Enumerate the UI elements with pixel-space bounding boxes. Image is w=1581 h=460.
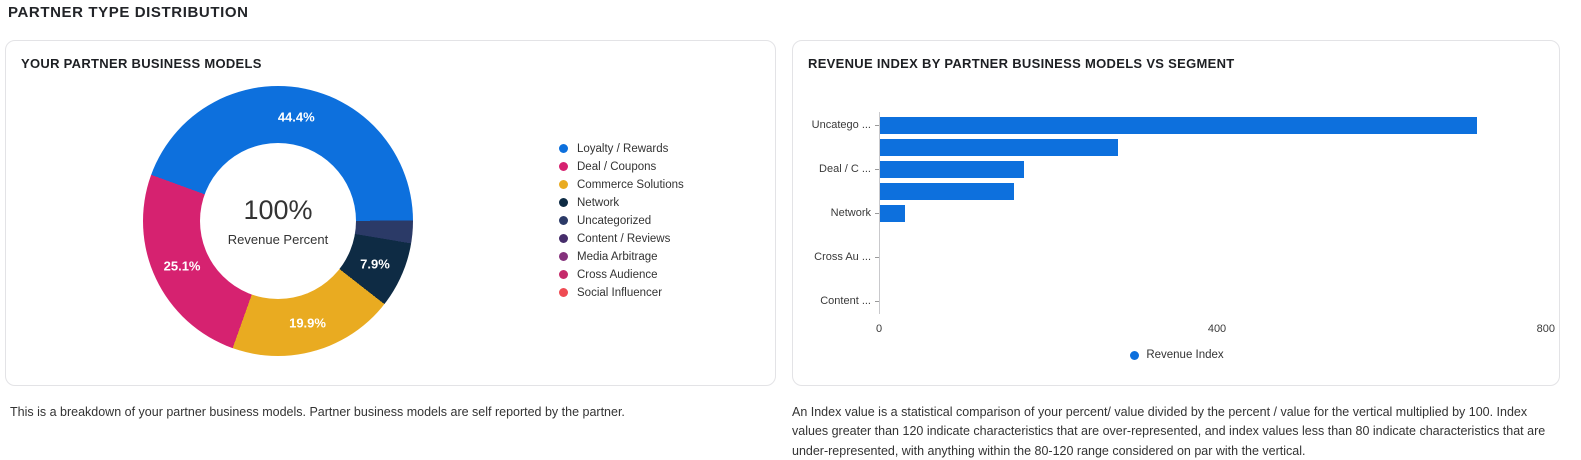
pie-slice-label: 25.1% [163,258,201,274]
legend-dot [559,270,568,279]
legend-dot [559,216,568,225]
bar[interactable] [880,116,1478,134]
donut-chart: 100% Revenue Percent 44.4% 7.9% 19.9% 25.1% [143,86,413,356]
pie-legend-item[interactable]: Cross Audience [559,268,684,281]
bar[interactable] [880,182,1014,200]
y-axis-category-label: Network [830,207,871,219]
bar-legend[interactable]: Revenue Index [793,349,1561,361]
y-axis-tick [875,213,879,214]
bar-chart: Revenue Index Uncatego ... Deal / C ... Ne… [793,41,1561,387]
pie-legend-label: Content / Reviews [577,232,671,245]
pie-legend-item[interactable]: Loyalty / Rewards [559,142,684,155]
pie-legend-item[interactable]: Social Influencer [559,286,684,299]
pie-legend-label: Uncategorized [577,214,652,227]
legend-dot [559,234,568,243]
y-axis-tick [875,169,879,170]
x-axis-tick-label: 800 [1536,323,1555,335]
x-axis-tick-label: 400 [1207,323,1227,335]
y-axis-tick [875,301,879,302]
y-axis-tick [875,257,879,258]
pie-slice-label: 44.4% [277,109,315,125]
pie-legend-item[interactable]: Uncategorized [559,214,684,227]
pie-legend-item[interactable]: Deal / Coupons [559,160,684,173]
pie-legend-label: Cross Audience [577,268,658,281]
legend-dot [559,198,568,207]
legend-dot [1130,350,1140,360]
pie-slice-label: 19.9% [289,315,326,331]
donut-center-value: 100% [243,195,313,225]
pie-legend-item[interactable]: Media Arbitrage [559,250,684,263]
pie-description: This is a breakdown of your partner busi… [10,405,625,419]
bar-description: An Index value is a statistical comparis… [792,405,1546,458]
bar-legend-label: Revenue Index [1146,349,1224,361]
bar[interactable] [880,204,906,222]
legend-dot [559,180,568,189]
y-axis-category-label: Deal / C ... [819,163,871,175]
pie-legend: Loyalty / Rewards Deal / Coupons Commerce … [559,143,684,305]
pie-slice-label: 7.9% [360,256,390,272]
legend-dot [559,288,568,297]
y-axis-tick [875,125,879,126]
pie-legend-label: Loyalty / Rewards [577,142,669,155]
partner-business-models-card: YOUR PARTNER BUSINESS MODELS 100% Revenu… [5,40,776,386]
pie-legend-item[interactable]: Content / Reviews [559,232,684,245]
legend-dot [559,144,568,153]
pie-legend-item[interactable]: Commerce Solutions [559,178,684,191]
y-axis-line [879,112,880,314]
page-title: PARTNER TYPE DISTRIBUTION [8,4,249,21]
pie-legend-label: Deal / Coupons [577,160,657,173]
revenue-index-card: REVENUE INDEX BY PARTNER BUSINESS MODELS… [792,40,1560,386]
donut-center: 100% Revenue Percent [200,143,356,299]
legend-dot [559,162,568,171]
pie-legend-label: Media Arbitrage [577,250,658,263]
pie-card-title: YOUR PARTNER BUSINESS MODELS [21,56,262,71]
y-axis-category-label: Cross Au ... [814,251,871,263]
pie-legend-label: Commerce Solutions [577,178,684,191]
pie-legend-label: Network [577,196,620,209]
pie-legend-label: Social Influencer [577,286,663,299]
bar[interactable] [880,138,1119,156]
legend-dot [559,252,568,261]
y-axis-category-label: Uncatego ... [811,119,871,131]
donut-center-label: Revenue Percent [227,232,329,247]
bar[interactable] [880,160,1024,178]
y-axis-category-label: Content ... [820,295,871,307]
bar-card-title: REVENUE INDEX BY PARTNER BUSINESS MODELS… [808,56,1235,71]
x-axis-tick-label: 0 [875,323,883,335]
pie-legend-item[interactable]: Network [559,196,684,209]
